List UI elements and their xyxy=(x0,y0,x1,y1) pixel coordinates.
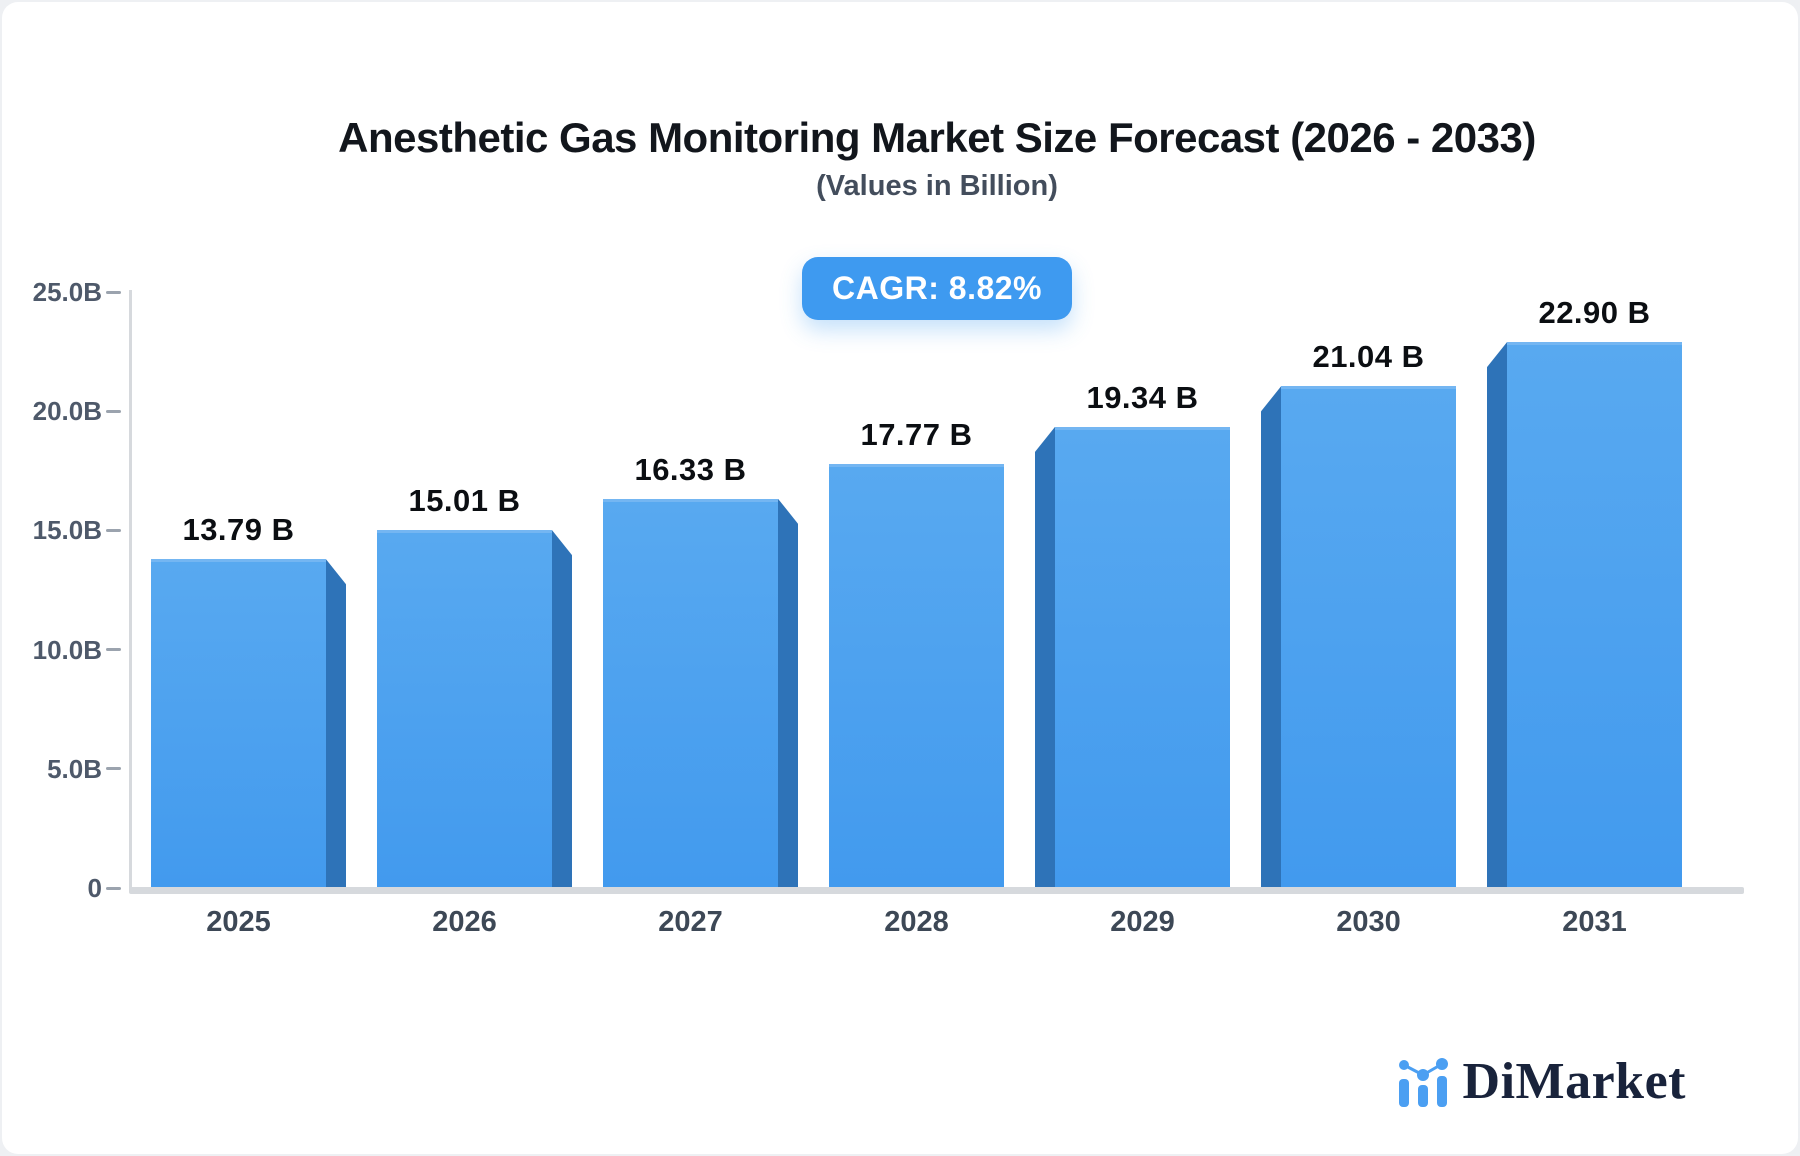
bar-value-label: 21.04 B xyxy=(1312,339,1425,375)
chart-title: Anesthetic Gas Monitoring Market Size Fo… xyxy=(338,114,1536,161)
y-axis-tick xyxy=(106,290,121,294)
y-axis-tick xyxy=(106,409,121,413)
x-axis-category-label: 2028 xyxy=(884,906,949,938)
x-axis-category-label: 2029 xyxy=(1110,906,1175,938)
y-axis-tick xyxy=(106,767,121,771)
bar-3d-side xyxy=(1035,426,1055,888)
bar xyxy=(1507,342,1682,888)
cagr-badge: CAGR: 8.82% xyxy=(802,257,1072,320)
bar-value-label: 16.33 B xyxy=(634,451,747,487)
y-axis-tick xyxy=(106,648,121,652)
bar-value-label: 22.90 B xyxy=(1538,295,1651,331)
y-axis-tick xyxy=(106,528,121,532)
bar xyxy=(829,464,1004,888)
bar-3d-side xyxy=(326,559,346,888)
chart-subtitle: (Values in Billion) xyxy=(816,170,1058,202)
x-axis-category-label: 2031 xyxy=(1562,906,1627,938)
bar-value-label: 13.79 B xyxy=(182,512,295,548)
bar xyxy=(1281,386,1456,888)
x-axis-category-label: 2025 xyxy=(206,906,271,938)
x-axis-line xyxy=(129,887,1744,894)
y-axis-line xyxy=(129,290,132,890)
bar-3d-side xyxy=(778,498,798,888)
y-axis-tick-label: 25.0B xyxy=(32,277,102,307)
bar-value-label: 17.77 B xyxy=(860,417,973,453)
x-axis-category-label: 2030 xyxy=(1336,906,1401,938)
bar xyxy=(151,559,326,888)
cagr-badge-label: CAGR: 8.82% xyxy=(832,270,1042,306)
y-axis-tick-label: 10.0B xyxy=(32,634,102,665)
bar xyxy=(1055,426,1230,888)
y-axis-tick-label: 0 xyxy=(87,873,102,903)
bar-value-label: 19.34 B xyxy=(1086,379,1199,415)
bar-3d-side xyxy=(552,530,572,888)
y-axis-tick-label: 20.0B xyxy=(32,396,102,427)
bar-3d-side xyxy=(1487,342,1507,888)
y-axis-tick-label: 5.0B xyxy=(47,753,102,784)
bar xyxy=(603,498,778,888)
bar-3d-side xyxy=(1261,386,1281,888)
bar-value-label: 15.01 B xyxy=(408,483,521,519)
y-axis-tick-label: 15.0B xyxy=(32,515,102,546)
y-axis-tick xyxy=(106,886,121,890)
x-axis-category-label: 2027 xyxy=(658,906,723,938)
logo-text: DiMarket xyxy=(1462,1053,1686,1110)
bar xyxy=(377,530,552,888)
x-axis-category-label: 2026 xyxy=(432,906,497,938)
dimarket-logo: DiMarket xyxy=(1397,1056,1686,1108)
bar-chart-logo-icon xyxy=(1398,1058,1448,1107)
